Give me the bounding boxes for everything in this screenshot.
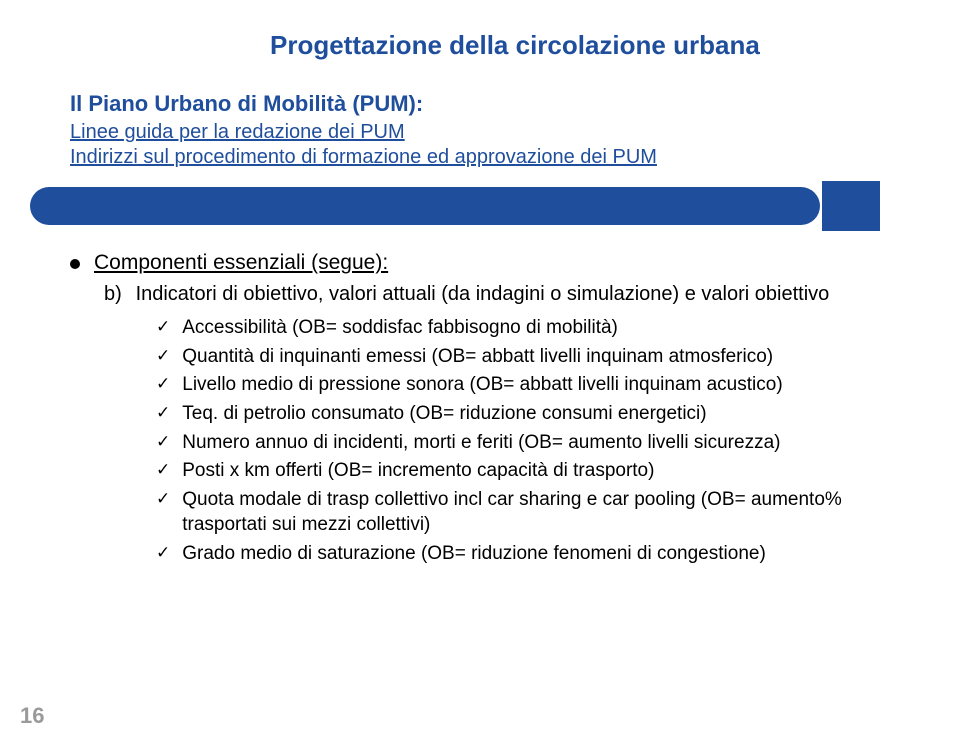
bullet-dot-icon bbox=[70, 259, 80, 269]
check-row: ✓ Grado medio di saturazione (OB= riduzi… bbox=[156, 541, 909, 567]
check-text: Quantità di inquinanti emessi (OB= abbat… bbox=[182, 344, 773, 370]
check-row: ✓ Numero annuo di incidenti, morti e fer… bbox=[156, 430, 909, 456]
link-line-1: Linee guida per la redazione dei PUM bbox=[70, 121, 909, 144]
check-text: Teq. di petrolio consumato (OB= riduzion… bbox=[182, 401, 706, 427]
check-row: ✓ Livello medio di pressione sonora (OB=… bbox=[156, 372, 909, 398]
check-icon: ✓ bbox=[156, 543, 170, 563]
main-bullet-text: Componenti essenziali (segue): bbox=[94, 251, 388, 275]
check-icon: ✓ bbox=[156, 460, 170, 480]
check-text: Quota modale di trasp collettivo incl ca… bbox=[182, 487, 909, 538]
check-text: Numero annuo di incidenti, morti e ferit… bbox=[182, 430, 780, 456]
check-text: Accessibilità (OB= soddisfac fabbisogno … bbox=[182, 315, 618, 341]
check-row: ✓ Accessibilità (OB= soddisfac fabbisogn… bbox=[156, 315, 909, 341]
check-icon: ✓ bbox=[156, 403, 170, 423]
check-text: Grado medio di saturazione (OB= riduzion… bbox=[182, 541, 766, 567]
slide-title: Progettazione della circolazione urbana bbox=[270, 30, 909, 61]
capsule-shape bbox=[30, 187, 820, 225]
check-text: Posti x km offerti (OB= incremento capac… bbox=[182, 458, 654, 484]
check-icon: ✓ bbox=[156, 374, 170, 394]
check-icon: ✓ bbox=[156, 489, 170, 509]
page-number: 16 bbox=[20, 703, 44, 729]
check-row: ✓ Posti x km offerti (OB= incremento cap… bbox=[156, 458, 909, 484]
sub-item-b: b) Indicatori di obiettivo, valori attua… bbox=[104, 281, 909, 307]
link-line-2: Indirizzi sul procedimento di formazione… bbox=[70, 146, 909, 169]
main-bullet-row: Componenti essenziali (segue): bbox=[70, 251, 909, 275]
check-icon: ✓ bbox=[156, 317, 170, 337]
check-row: ✓ Quota modale di trasp collettivo incl … bbox=[156, 487, 909, 538]
slide-subtitle: Il Piano Urbano di Mobilità (PUM): bbox=[70, 91, 909, 117]
sub-item-text: Indicatori di obiettivo, valori attuali … bbox=[136, 283, 830, 305]
sub-item-label: b) bbox=[104, 281, 130, 307]
capsule-square-shape bbox=[822, 181, 880, 231]
decorative-capsule-row bbox=[70, 179, 909, 231]
check-icon: ✓ bbox=[156, 346, 170, 366]
check-row: ✓ Teq. di petrolio consumato (OB= riduzi… bbox=[156, 401, 909, 427]
check-row: ✓ Quantità di inquinanti emessi (OB= abb… bbox=[156, 344, 909, 370]
check-list: ✓ Accessibilità (OB= soddisfac fabbisogn… bbox=[156, 315, 909, 567]
check-text: Livello medio di pressione sonora (OB= a… bbox=[182, 372, 782, 398]
check-icon: ✓ bbox=[156, 432, 170, 452]
